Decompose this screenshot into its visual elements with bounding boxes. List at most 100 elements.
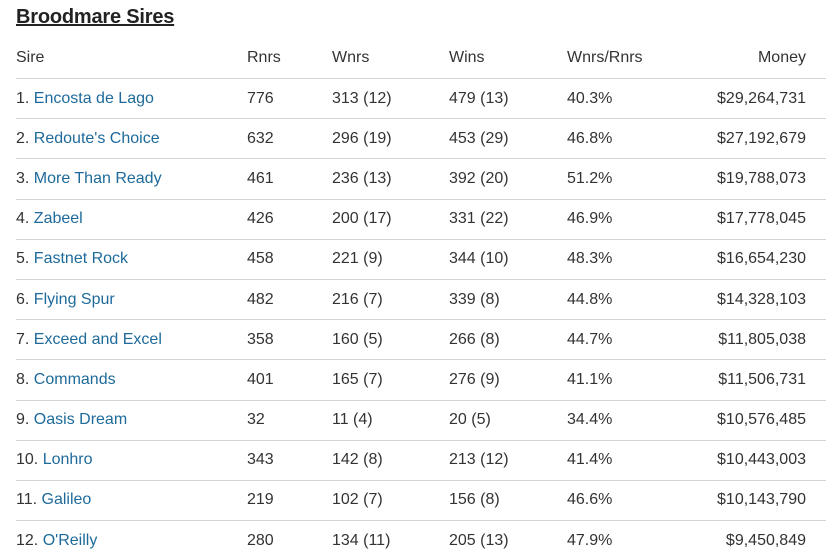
wnrs-cell: 236 (13)	[332, 158, 449, 200]
table-row: 9. Oasis Dream 32 11 (4) 20 (5) 34.4% $1…	[16, 400, 826, 441]
money-cell: $9,450,849	[725, 531, 806, 549]
sire-link[interactable]: Oasis Dream	[33, 411, 128, 429]
rnrs-cell: 280	[247, 531, 274, 549]
rank: 1.	[16, 89, 30, 107]
money-cell: $11,805,038	[687, 319, 826, 361]
sire-link[interactable]: Zabeel	[33, 210, 83, 228]
pct-cell: 44.7%	[567, 319, 687, 361]
table-row: 11. Galileo 219 102 (7) 156 (8) 46.6% $1…	[16, 480, 826, 522]
header-wnrs-rnrs: Wnrs/Rnrs	[567, 38, 687, 79]
pct-cell: 51.2%	[567, 158, 687, 200]
rank: 9.	[16, 411, 30, 429]
wnrs-cell: 216 (7)	[332, 279, 449, 321]
rnrs-cell: 482	[247, 279, 332, 321]
sire-link[interactable]: Lonhro	[42, 451, 93, 469]
pct-cell: 40.3%	[567, 78, 687, 120]
sire-link[interactable]: Commands	[33, 370, 116, 388]
header-sire: Sire	[16, 38, 247, 79]
money-cell: $14,328,103	[687, 279, 826, 321]
money-cell: $17,778,045	[687, 199, 826, 240]
pct-cell: 46.9%	[567, 199, 687, 240]
pct-cell: 46.6%	[567, 480, 687, 522]
wnrs-cell: 11 (4)	[332, 400, 449, 441]
sire-link[interactable]: Exceed and Excel	[33, 330, 162, 348]
wins-cell: 453 (29)	[449, 118, 567, 160]
sire-link[interactable]: Encosta de Lago	[33, 89, 154, 107]
wnrs-cell: 142 (8)	[332, 440, 449, 481]
rnrs-cell: 776	[247, 78, 332, 120]
sire-link[interactable]: O'Reilly	[42, 531, 98, 549]
wins-cell: 276 (9)	[449, 359, 567, 401]
wnrs-cell: 296 (19)	[332, 118, 449, 160]
sire-link[interactable]: More Than Ready	[33, 169, 162, 187]
sire-link[interactable]: Redoute's Choice	[33, 129, 160, 147]
sire-cell: 1. Encosta de Lago	[16, 78, 247, 120]
rnrs-cell: 401	[247, 359, 332, 401]
wins-cell: 344 (10)	[449, 239, 567, 280]
wnrs-cell: 134 (11)	[332, 531, 391, 549]
rnrs-cell: 32	[247, 400, 332, 441]
rnrs-cell: 632	[247, 118, 332, 160]
rank: 8.	[16, 370, 30, 388]
sire-cell: 11. Galileo	[16, 480, 247, 522]
money-cell: $16,654,230	[687, 239, 826, 280]
sire-cell: 12. O'Reilly	[16, 521, 247, 560]
money-cell: $29,264,731	[687, 78, 826, 120]
sire-link[interactable]: Fastnet Rock	[33, 250, 129, 268]
header-wins: Wins	[449, 38, 567, 79]
wins-cell: 20 (5)	[449, 400, 567, 441]
rank: 10.	[16, 451, 39, 469]
table-row: 6. Flying Spur 482 216 (7) 339 (8) 44.8%…	[16, 279, 826, 321]
wins-cell: 331 (22)	[449, 199, 567, 240]
table-row: 8. Commands 401 165 (7) 276 (9) 41.1% $1…	[16, 359, 826, 401]
sire-cell: 9. Oasis Dream	[16, 400, 247, 441]
section-title: Broodmare Sires	[16, 6, 175, 28]
sire-cell: 5. Fastnet Rock	[16, 239, 247, 280]
header-money: Money	[687, 38, 826, 79]
table-row: 4. Zabeel 426 200 (17) 331 (22) 46.9% $1…	[16, 199, 826, 240]
header-wnrs: Wnrs	[332, 38, 449, 79]
rank: 6.	[16, 290, 30, 308]
rnrs-cell: 461	[247, 158, 332, 200]
table-row: 3. More Than Ready 461 236 (13) 392 (20)…	[16, 158, 826, 200]
rank: 11.	[16, 491, 38, 509]
rank: 5.	[16, 250, 30, 268]
wins-cell: 266 (8)	[449, 319, 567, 361]
sire-cell: 8. Commands	[16, 359, 247, 401]
sire-link[interactable]: Galileo	[41, 491, 92, 509]
money-cell: $19,788,073	[687, 158, 826, 200]
pct-cell: 34.4%	[567, 400, 687, 441]
wnrs-cell: 313 (12)	[332, 78, 449, 120]
wnrs-cell: 221 (9)	[332, 239, 449, 280]
pct-cell: 41.1%	[567, 359, 687, 401]
money-cell: $11,506,731	[687, 359, 826, 401]
table-row: 2. Redoute's Choice 632 296 (19) 453 (29…	[16, 118, 826, 160]
rank: 4.	[16, 210, 30, 228]
rank: 2.	[16, 129, 30, 147]
sire-cell: 7. Exceed and Excel	[16, 319, 247, 361]
pct-cell: 48.3%	[567, 239, 687, 280]
rnrs-cell: 458	[247, 239, 332, 280]
rank: 3.	[16, 169, 30, 187]
sire-cell: 4. Zabeel	[16, 199, 247, 240]
sire-link[interactable]: Flying Spur	[33, 290, 115, 308]
money-cell: $10,576,485	[687, 400, 826, 441]
table-row: 12. O'Reilly 280 134 (11) 205 (13) 47.9%…	[16, 521, 826, 560]
wnrs-cell: 165 (7)	[332, 359, 449, 401]
rnrs-cell: 343	[247, 440, 332, 481]
sire-cell: 10. Lonhro	[16, 440, 247, 481]
header-rnrs: Rnrs	[247, 38, 332, 79]
wnrs-cell: 102 (7)	[332, 480, 449, 522]
table-row: 10. Lonhro 343 142 (8) 213 (12) 41.4% $1…	[16, 440, 826, 481]
wins-cell: 392 (20)	[449, 158, 567, 200]
table-header-row: Sire Rnrs Wnrs Wins Wnrs/Rnrs Money	[16, 38, 826, 79]
table-row: 5. Fastnet Rock 458 221 (9) 344 (10) 48.…	[16, 239, 826, 280]
sire-cell: 2. Redoute's Choice	[16, 118, 247, 160]
pct-cell: 46.8%	[567, 118, 687, 160]
pct-cell: 41.4%	[567, 440, 687, 481]
wins-cell: 339 (8)	[449, 279, 567, 321]
sire-cell: 6. Flying Spur	[16, 279, 247, 321]
rnrs-cell: 358	[247, 319, 332, 361]
broodmare-sires-table: Sire Rnrs Wnrs Wins Wnrs/Rnrs Money 1. E…	[16, 38, 826, 560]
sire-cell: 3. More Than Ready	[16, 158, 247, 200]
